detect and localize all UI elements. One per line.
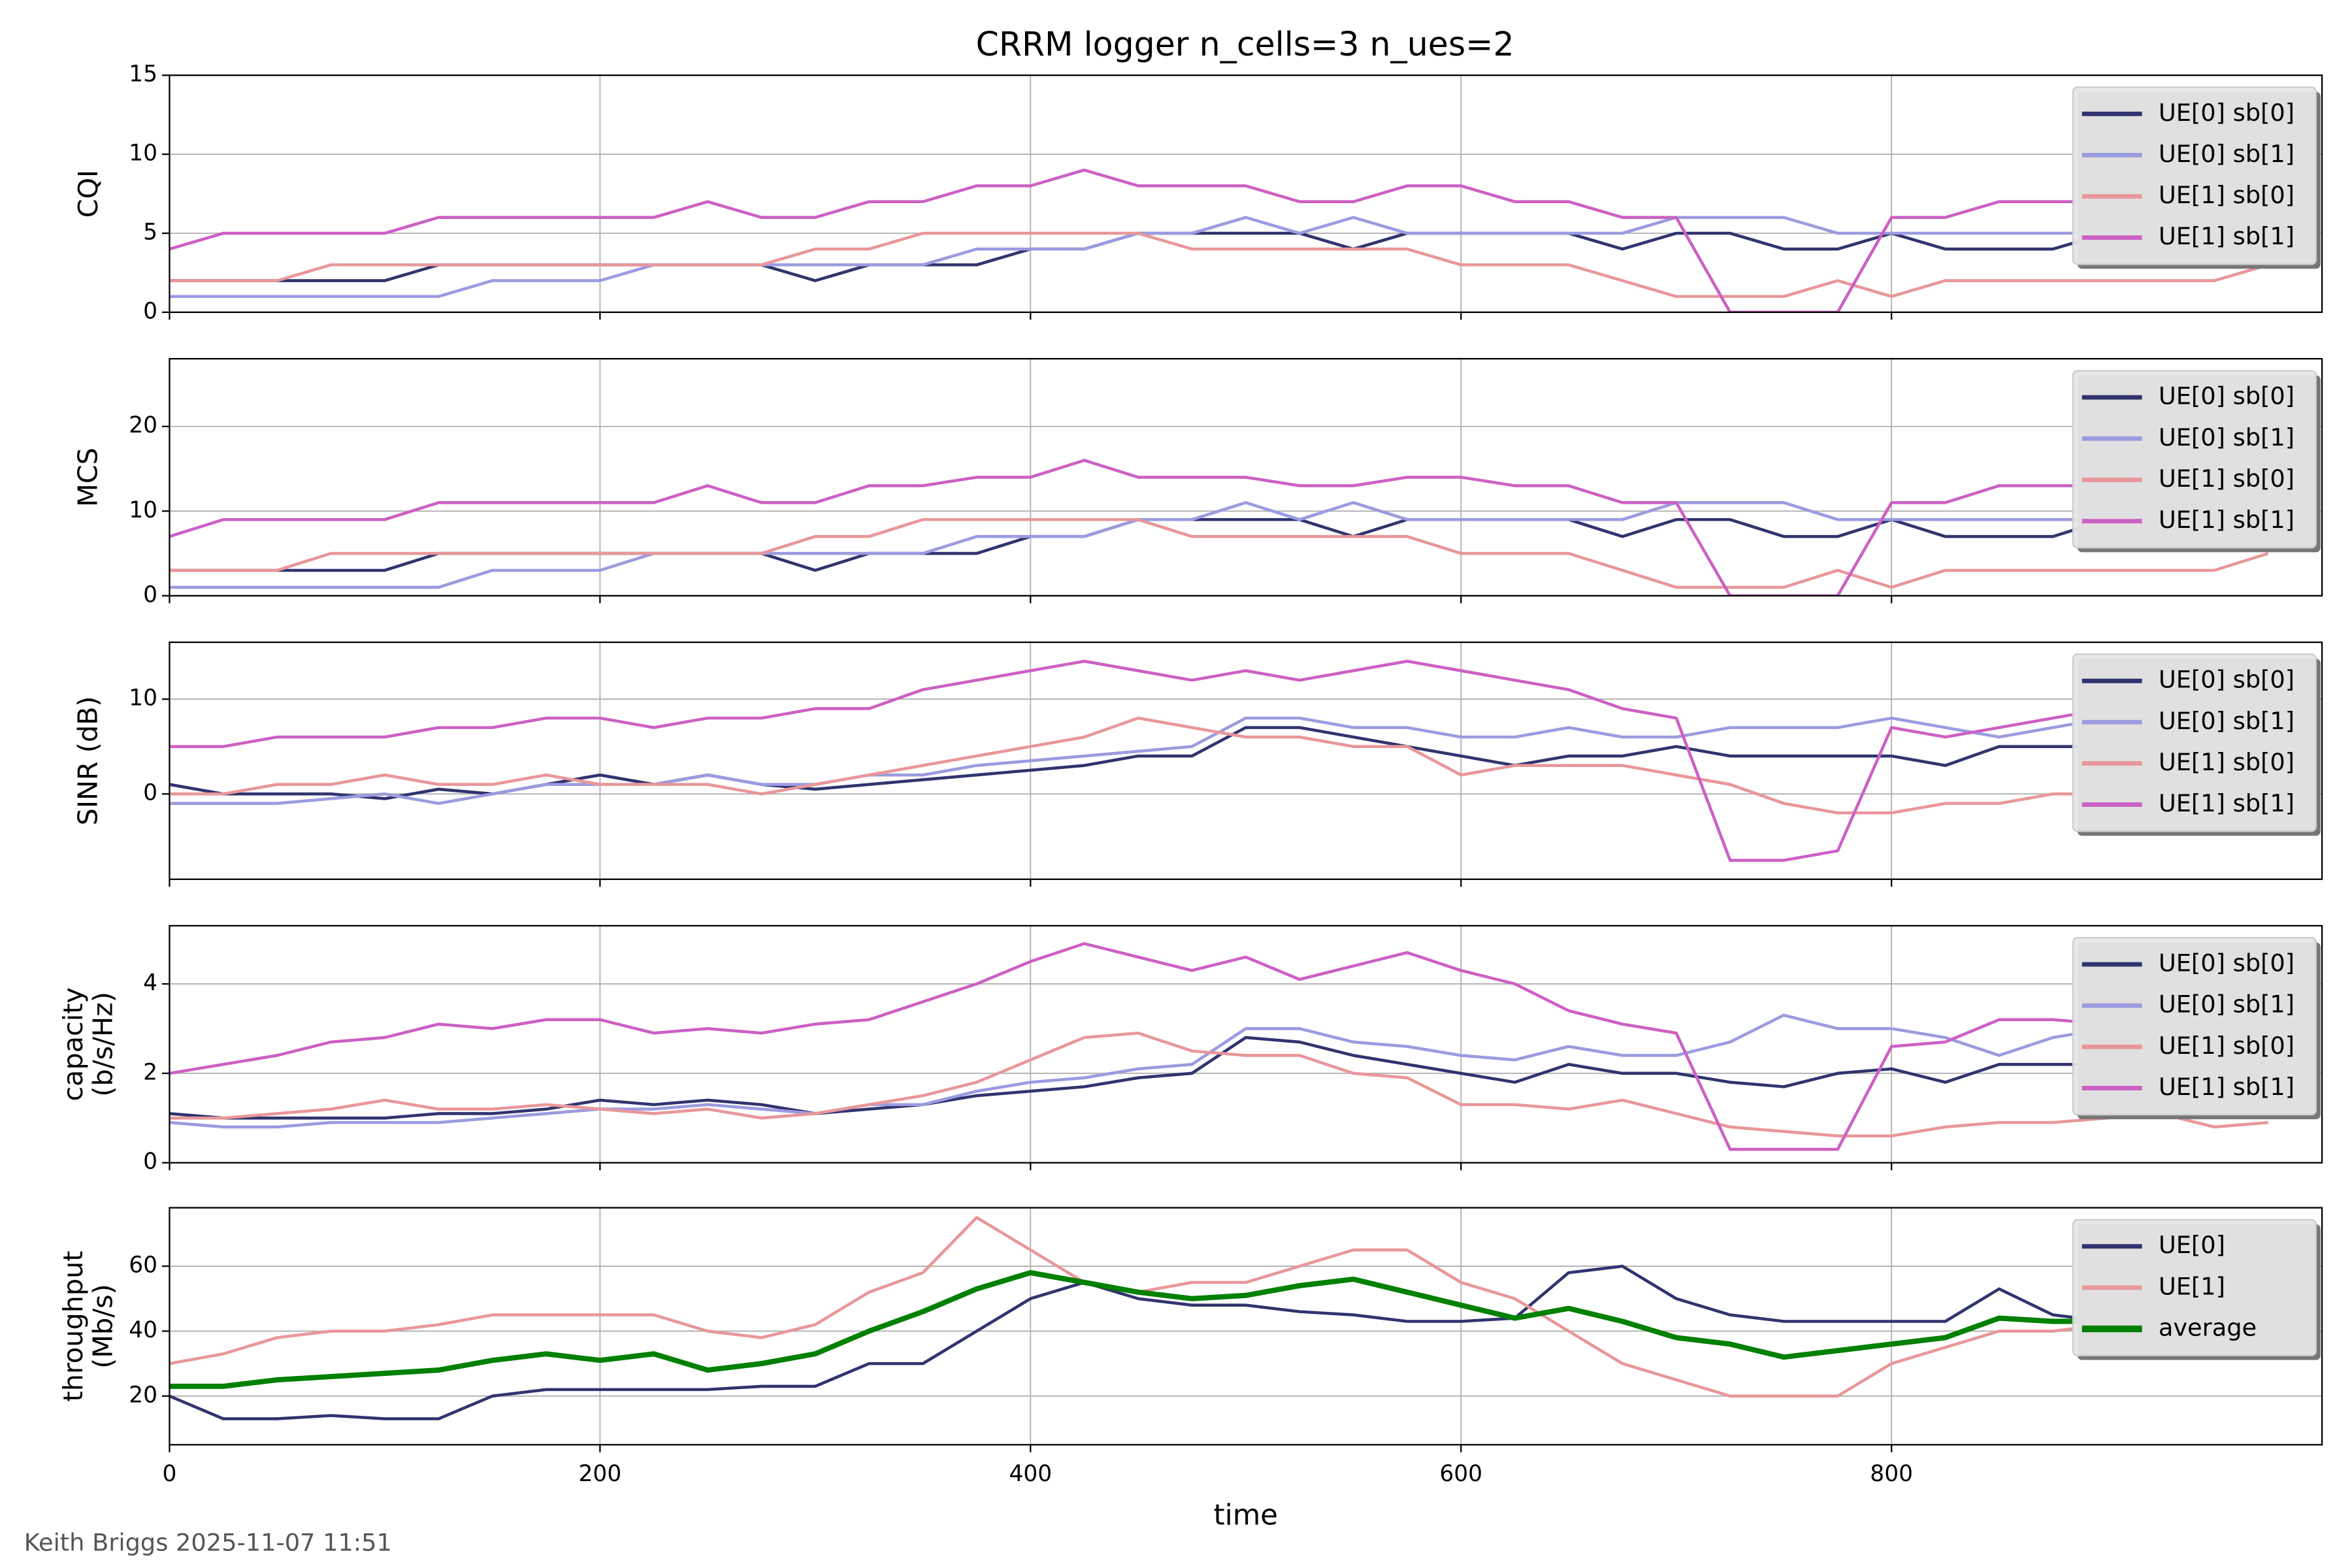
series-line bbox=[169, 517, 2269, 589]
series-line bbox=[169, 459, 2268, 596]
axes-frame bbox=[169, 74, 2323, 314]
y-tick-label: 20 bbox=[129, 412, 157, 438]
y-axis-label: SINR (dB) bbox=[73, 696, 104, 825]
legend-label: UE[0] sb[0] bbox=[2159, 382, 2295, 410]
legend-label: UE[1] sb[1] bbox=[2159, 1073, 2295, 1101]
series-line bbox=[169, 1269, 2269, 1389]
legend-label: UE[0] sb[0] bbox=[2159, 949, 2295, 977]
legend-label: UE[1] sb[0] bbox=[2159, 1032, 2295, 1060]
y-tick-label: 40 bbox=[129, 1317, 157, 1343]
legend-box bbox=[2072, 653, 2317, 832]
y-tick-label: 0 bbox=[143, 581, 157, 608]
y-axis-label: CQI bbox=[73, 170, 104, 218]
legend-label: UE[1] sb[1] bbox=[2159, 789, 2295, 817]
series-line bbox=[169, 659, 2268, 862]
x-tick-label: 800 bbox=[1870, 1461, 1913, 1487]
legend-label: UE[0] sb[1] bbox=[2159, 990, 2295, 1019]
legend-label: UE[0] sb[1] bbox=[2159, 140, 2295, 168]
series-line bbox=[169, 1036, 2268, 1120]
axes-frame bbox=[169, 924, 2323, 1164]
legend-label: UE[0] sb[1] bbox=[2159, 423, 2295, 451]
legend-label: UE[1] sb[0] bbox=[2159, 181, 2295, 209]
y-tick-label: 5 bbox=[143, 220, 157, 246]
series-line bbox=[169, 1013, 2269, 1129]
y-tick-label: 0 bbox=[143, 780, 157, 806]
plot-area bbox=[169, 459, 2269, 596]
legend-label: average bbox=[2159, 1313, 2257, 1341]
series-line bbox=[169, 716, 2269, 815]
y-tick-label: 4 bbox=[143, 970, 157, 996]
plot-area bbox=[169, 1216, 2269, 1420]
legend-label: UE[1] sb[0] bbox=[2159, 748, 2295, 776]
axes-frame bbox=[169, 641, 2323, 880]
y-tick-label: 20 bbox=[129, 1382, 157, 1408]
x-tick-label: 600 bbox=[1439, 1461, 1482, 1487]
plot-area bbox=[169, 942, 2269, 1151]
legend-label: UE[0] sb[1] bbox=[2159, 707, 2295, 735]
series-line bbox=[169, 942, 2269, 1151]
y-tick-label: 0 bbox=[143, 1149, 157, 1175]
y-axis-label: (Mb/s) bbox=[88, 1284, 119, 1369]
series-line bbox=[169, 231, 2269, 299]
y-tick-label: 10 bbox=[129, 497, 157, 523]
y-tick-label: 0 bbox=[143, 298, 157, 324]
y-axis-label: capacity bbox=[57, 987, 89, 1101]
series-line bbox=[169, 1216, 2268, 1398]
legend-label: UE[1] sb[1] bbox=[2159, 506, 2295, 534]
y-axis-label: MCS bbox=[73, 448, 104, 507]
chart-title: CRRM logger n_cells=3 n_ues=2 bbox=[976, 25, 1514, 63]
series-line bbox=[169, 1264, 2268, 1420]
legend-label: UE[0] bbox=[2159, 1231, 2225, 1259]
legend-label: UE[0] sb[0] bbox=[2159, 99, 2295, 127]
legend-box bbox=[2072, 1218, 2317, 1356]
axes-frame bbox=[169, 1207, 2323, 1446]
series-line bbox=[169, 168, 2268, 312]
x-tick-label: 0 bbox=[162, 1461, 176, 1487]
axes-frame bbox=[169, 357, 2323, 597]
series-line bbox=[169, 501, 2268, 589]
footer: Keith Briggs 2025-11-07 11:51 bbox=[24, 1528, 392, 1556]
legend-label: UE[1] bbox=[2159, 1272, 2225, 1300]
legend-label: UE[1] sb[0] bbox=[2159, 465, 2295, 493]
legend-box bbox=[2072, 937, 2317, 1116]
y-tick-label: 15 bbox=[129, 61, 157, 88]
y-axis-label: throughput bbox=[57, 1251, 89, 1402]
y-tick-label: 60 bbox=[129, 1252, 157, 1279]
y-tick-label: 10 bbox=[129, 140, 157, 167]
y-tick-label: 10 bbox=[129, 685, 157, 711]
legend-box bbox=[2072, 370, 2317, 549]
x-tick-label: 400 bbox=[1009, 1461, 1052, 1487]
plot-area bbox=[169, 659, 2269, 862]
legend-label: UE[1] sb[1] bbox=[2159, 222, 2295, 250]
series-line bbox=[169, 1031, 2268, 1137]
x-tick-label: 200 bbox=[579, 1461, 622, 1487]
legend-label: UE[0] sb[0] bbox=[2159, 666, 2295, 694]
y-tick-label: 2 bbox=[143, 1059, 157, 1085]
series-line bbox=[169, 216, 2268, 299]
x-axis-label: time bbox=[1213, 1499, 1278, 1532]
plot-area bbox=[169, 168, 2269, 312]
y-axis-label: (b/s/Hz) bbox=[88, 992, 119, 1097]
legend-box bbox=[2072, 86, 2317, 265]
